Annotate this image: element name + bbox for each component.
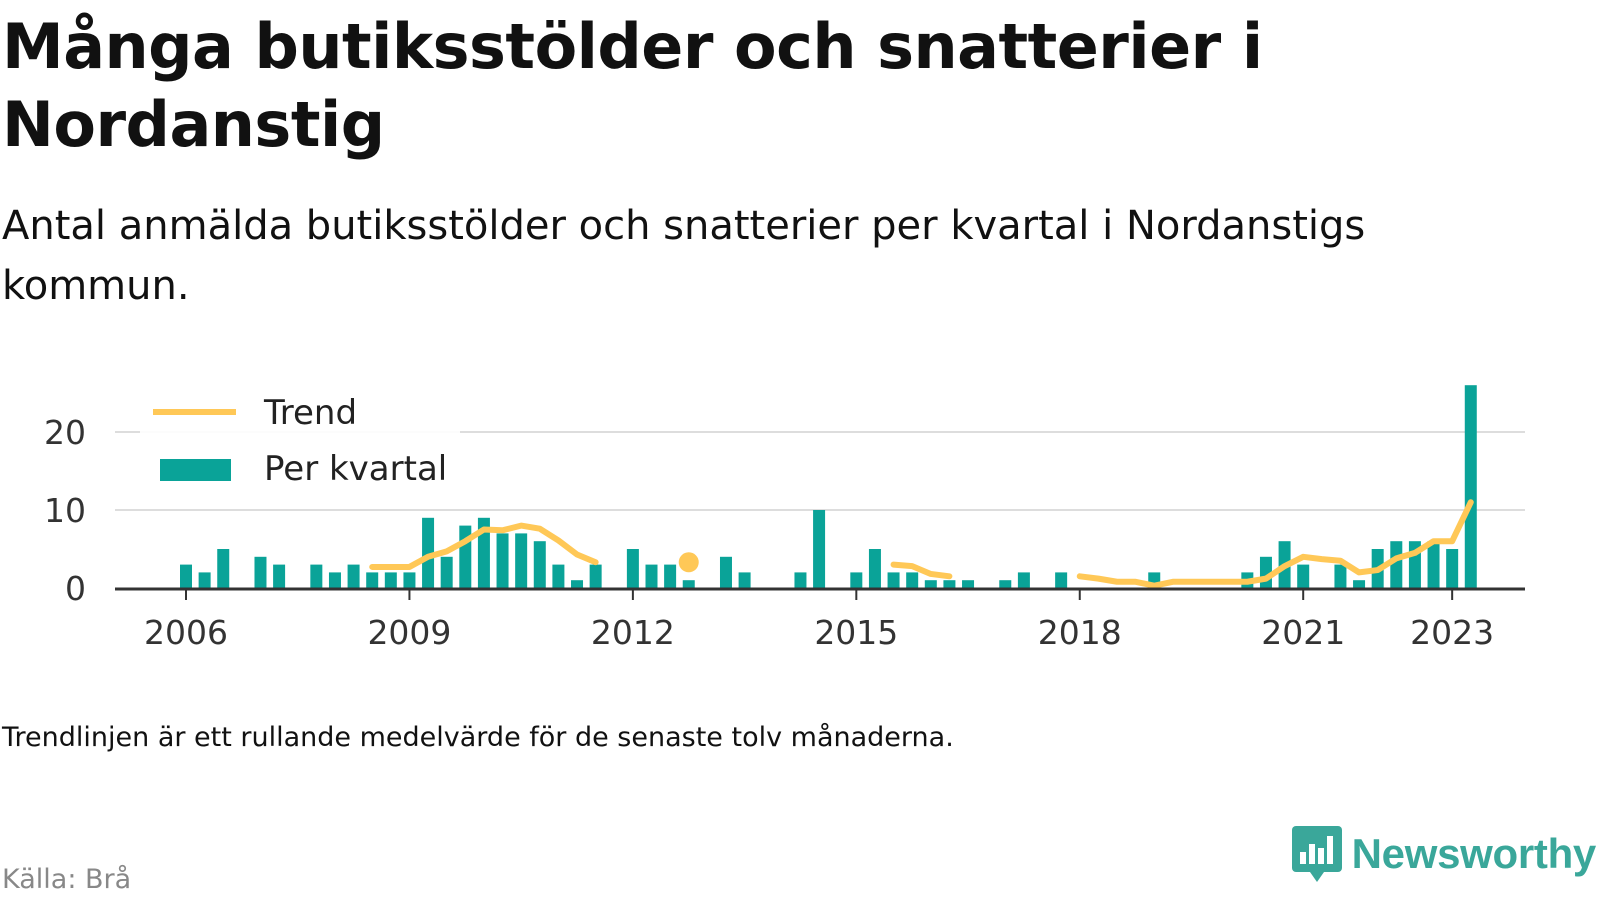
- bar: [1390, 541, 1403, 588]
- legend-bars-label: Per kvartal: [264, 449, 447, 489]
- bar: [943, 580, 956, 588]
- bar: [198, 572, 211, 588]
- bar: [850, 572, 863, 588]
- bar: [496, 533, 509, 588]
- x-tick-label: 2009: [367, 613, 451, 652]
- bar: [571, 580, 584, 588]
- bar: [552, 564, 565, 588]
- chart-area: 0 10 20 2006 2009 2012 2015 2018 2021 2023 Trend…: [44, 385, 1525, 652]
- bar: [254, 556, 267, 588]
- bar: [1446, 549, 1459, 588]
- legend: Trend Per kvartal: [140, 388, 460, 500]
- chart-subtitle: Antal anmälda butiksstölder och snatteri…: [2, 203, 1366, 309]
- bar: [422, 517, 435, 588]
- chart-title: Många butiksstölder och snatterier i Nor…: [2, 10, 1263, 161]
- bar: [403, 572, 416, 588]
- legend-background: [140, 388, 460, 500]
- trend-point: [678, 552, 699, 573]
- bar: [738, 572, 751, 588]
- bar: [924, 580, 937, 588]
- bar: [1017, 572, 1030, 588]
- bar: [999, 580, 1012, 588]
- bar: [180, 564, 192, 588]
- bar: [813, 510, 826, 588]
- x-tick-label: 2015: [814, 613, 898, 652]
- bar: [887, 572, 900, 588]
- footnote: Trendlinjen är ett rullande medelvärde f…: [2, 722, 954, 753]
- bar: [310, 564, 323, 588]
- bar: [626, 549, 639, 588]
- x-tick-label: 2018: [1038, 613, 1122, 652]
- bar: [1297, 564, 1310, 588]
- bar: [1464, 385, 1477, 588]
- legend-trend-label: Trend: [263, 393, 357, 433]
- bar: [440, 556, 453, 588]
- y-tick-labels: 0 10 20: [44, 413, 86, 608]
- y-tick-label: 10: [44, 491, 86, 530]
- x-tick-label: 2012: [591, 613, 675, 652]
- bar: [347, 564, 360, 588]
- bar: [682, 580, 695, 588]
- legend-bars-swatch: [160, 459, 231, 481]
- bar: [794, 572, 807, 588]
- trend-line-segment: [1076, 499, 1474, 589]
- x-tick-label: 2023: [1410, 613, 1494, 652]
- bar: [719, 556, 732, 588]
- bar: [906, 572, 919, 588]
- x-tick-label: 2021: [1261, 613, 1345, 652]
- bar: [384, 572, 397, 588]
- trend-series: [369, 499, 1474, 589]
- x-tick-label: 2006: [144, 613, 228, 652]
- bar: [477, 517, 490, 588]
- bar: [664, 564, 677, 588]
- bar: [1334, 564, 1347, 588]
- trend-line-segment: [369, 522, 599, 570]
- bar: [366, 572, 379, 588]
- bar: [533, 541, 546, 588]
- bar: [1055, 572, 1068, 588]
- bar: [459, 525, 472, 588]
- bar: [868, 549, 881, 588]
- y-tick-label: 20: [44, 413, 86, 452]
- bar: [1427, 541, 1440, 588]
- newsworthy-logo-icon: [1291, 826, 1342, 882]
- source-credit: Källa: Brå: [2, 864, 132, 895]
- bar: [273, 564, 286, 588]
- newsworthy-logo[interactable]: Newsworthy: [1291, 826, 1597, 882]
- x-axis: 2006 2009 2012 2015 2018 2021 2023: [115, 587, 1525, 652]
- bar: [515, 533, 528, 588]
- bar: [589, 564, 602, 588]
- bar: [1353, 580, 1366, 588]
- bar: [217, 549, 230, 588]
- brand-name: Newsworthy: [1351, 830, 1597, 877]
- bar: [328, 572, 341, 588]
- bar: [962, 580, 975, 588]
- y-tick-label: 0: [65, 569, 86, 608]
- trend-line-segment: [890, 561, 953, 580]
- bar: [645, 564, 658, 588]
